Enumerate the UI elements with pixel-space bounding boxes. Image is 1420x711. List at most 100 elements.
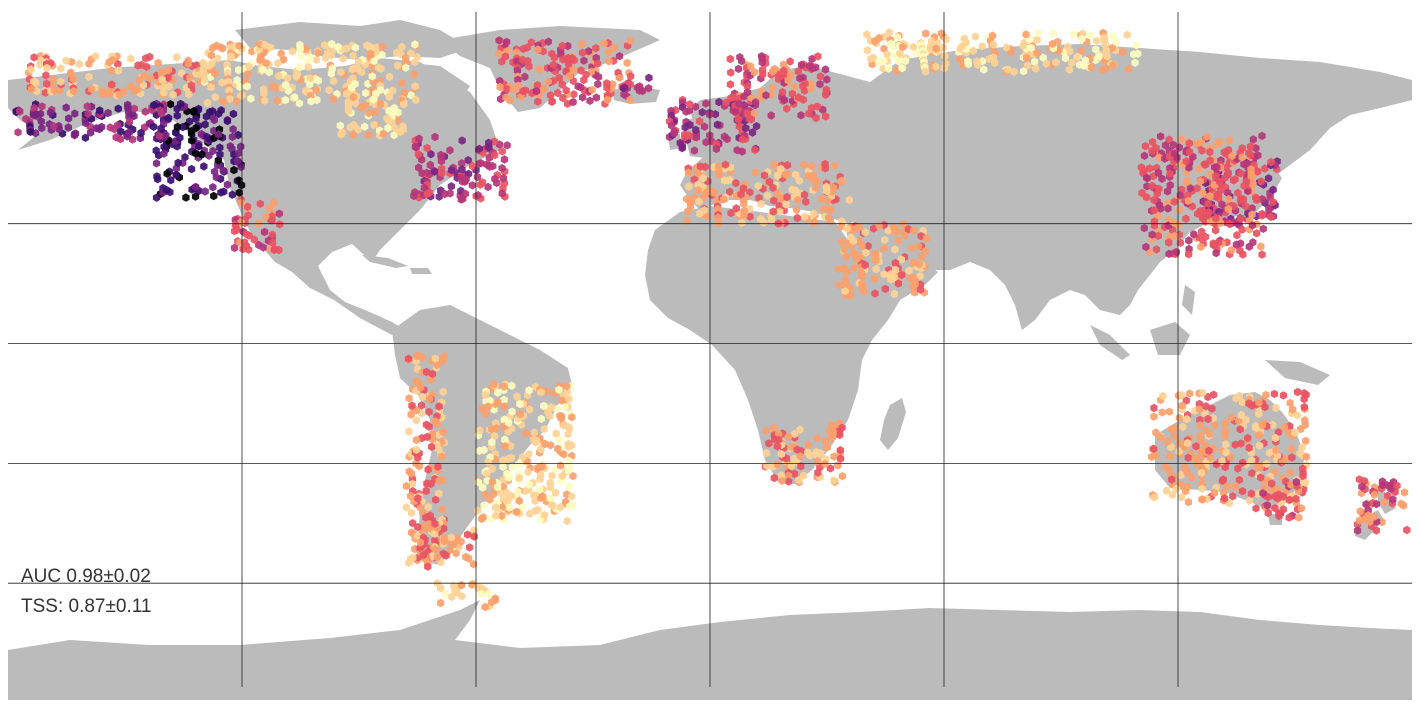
occurrence-hex: [1039, 53, 1047, 62]
occurrence-hex: [231, 226, 239, 236]
occurrence-hex: [1146, 248, 1154, 257]
occurrence-hex: [411, 142, 420, 151]
occurrence-hex: [842, 252, 850, 261]
occurrence-hex: [846, 291, 854, 300]
occurrence-hex: [426, 160, 434, 170]
occurrence-hex: [435, 476, 443, 486]
occurrence-hex: [547, 500, 556, 509]
occurrence-hex: [812, 447, 820, 457]
occurrence-hex: [615, 52, 624, 61]
occurrence-hex: [843, 224, 851, 233]
occurrence-hex: [174, 158, 182, 167]
occurrence-hex: [813, 434, 821, 443]
occurrence-hex: [1275, 512, 1283, 521]
occurrence-hex: [281, 95, 289, 105]
occurrence-hex: [532, 87, 541, 96]
occurrence-hexagons: [12, 28, 1411, 612]
occurrence-hex: [969, 46, 977, 55]
occurrence-hex: [956, 55, 964, 64]
occurrence-hex: [208, 59, 216, 68]
occurrence-hex: [114, 104, 122, 113]
occurrence-hex: [1254, 151, 1262, 160]
occurrence-hex: [757, 199, 765, 208]
occurrence-hex: [1168, 490, 1177, 499]
occurrence-hex: [1229, 492, 1237, 501]
occurrence-hex: [784, 432, 792, 442]
occurrence-hex: [494, 398, 502, 407]
occurrence-hex: [483, 469, 491, 478]
occurrence-hex: [1183, 178, 1191, 187]
occurrence-hex: [117, 127, 125, 136]
occurrence-hex: [160, 142, 168, 151]
occurrence-hex: [522, 429, 530, 438]
occurrence-hex: [733, 146, 741, 155]
occurrence-hex: [1148, 146, 1156, 156]
occurrence-hex: [446, 146, 454, 155]
occurrence-hex: [579, 93, 587, 102]
occurrence-hex: [370, 120, 378, 130]
occurrence-hex: [1285, 513, 1293, 522]
occurrence-hex: [905, 266, 913, 275]
occurrence-hex: [499, 475, 507, 485]
occurrence-hex: [41, 88, 50, 97]
occurrence-hex: [363, 41, 371, 50]
occurrence-hex: [1052, 58, 1060, 67]
occurrence-hex: [525, 386, 533, 395]
occurrence-hex: [898, 64, 906, 73]
occurrence-hex: [284, 86, 293, 95]
occurrence-hex: [1221, 173, 1229, 182]
occurrence-hex: [1177, 135, 1185, 144]
occurrence-hex: [1261, 164, 1269, 173]
occurrence-hex: [817, 194, 825, 203]
occurrence-hex: [503, 85, 511, 94]
occurrence-hex: [349, 93, 358, 102]
occurrence-hex: [49, 75, 57, 84]
occurrence-hex: [75, 59, 83, 69]
occurrence-hex: [1243, 159, 1251, 169]
occurrence-hex: [1140, 223, 1148, 233]
occurrence-hex: [265, 204, 273, 213]
occurrence-hex: [521, 487, 529, 496]
occurrence-hex: [500, 155, 509, 164]
occurrence-hex: [891, 258, 899, 268]
occurrence-hex: [458, 165, 466, 174]
occurrence-hex: [1238, 487, 1247, 496]
occurrence-hex: [743, 88, 752, 97]
occurrence-hex: [1196, 436, 1205, 446]
occurrence-hex: [941, 52, 949, 61]
occurrence-hex: [207, 82, 215, 92]
occurrence-hex: [887, 39, 895, 48]
occurrence-hex: [1255, 409, 1263, 419]
occurrence-hex: [164, 65, 173, 75]
occurrence-hex: [234, 156, 242, 166]
occurrence-hex: [513, 66, 522, 75]
occurrence-hex: [550, 53, 559, 62]
occurrence-hex: [722, 98, 730, 107]
occurrence-hex: [155, 131, 163, 141]
occurrence-hex: [431, 417, 439, 426]
occurrence-hex: [901, 56, 910, 66]
occurrence-hex: [104, 108, 112, 118]
occurrence-hex: [1010, 67, 1018, 76]
occurrence-hex: [475, 144, 483, 154]
occurrence-hex: [302, 44, 310, 54]
occurrence-hex: [488, 477, 497, 487]
occurrence-hex: [169, 90, 177, 99]
occurrence-hex: [690, 146, 698, 155]
occurrence-hex: [1203, 132, 1211, 141]
occurrence-hex: [1079, 61, 1088, 70]
occurrence-hex: [56, 85, 64, 95]
occurrence-hex: [500, 395, 508, 405]
occurrence-hex: [508, 407, 516, 416]
occurrence-hex: [741, 102, 749, 111]
occurrence-hex: [897, 255, 905, 264]
occurrence-hex: [414, 522, 422, 532]
occurrence-hex: [446, 546, 454, 555]
occurrence-hex: [345, 106, 353, 116]
occurrence-hex: [715, 162, 723, 171]
occurrence-hex: [855, 222, 863, 232]
occurrence-hex: [437, 156, 446, 166]
occurrence-hex: [233, 76, 241, 85]
occurrence-hex: [187, 81, 195, 90]
occurrence-hex: [1245, 399, 1253, 408]
